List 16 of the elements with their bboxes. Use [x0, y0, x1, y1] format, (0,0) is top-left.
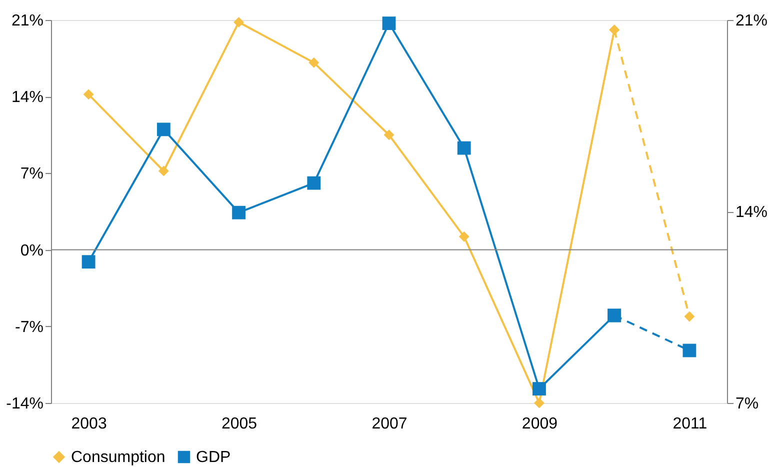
y2-tick-label: 7% — [736, 396, 759, 412]
y-tick-label: 7% — [20, 166, 44, 183]
x-tick-label: 2005 — [221, 416, 258, 432]
y-tick-label: 0% — [20, 242, 44, 260]
y-tick-label: 21% — [11, 12, 44, 30]
y2-tick-label: 14% — [736, 204, 768, 221]
y2-tick-label: 21% — [736, 12, 768, 30]
y-tick-label: 14% — [11, 89, 44, 106]
y-tick-label: -7% — [15, 318, 44, 336]
x-tick-label: 2007 — [372, 416, 408, 432]
x-tick-label: 2011 — [672, 416, 708, 432]
legend-label: Consumption — [71, 449, 166, 466]
legend-label: GDP — [196, 449, 231, 466]
x-tick-label: 2009 — [522, 416, 558, 432]
x-tick-label: 2003 — [71, 416, 107, 432]
y-tick-label: -14% — [6, 396, 44, 412]
